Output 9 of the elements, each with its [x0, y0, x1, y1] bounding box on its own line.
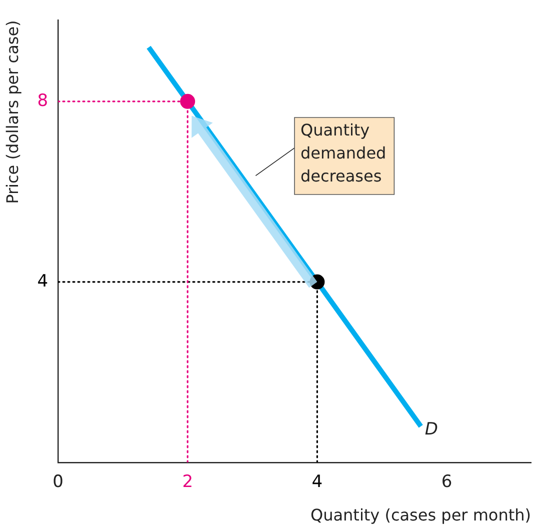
x-tick-label: 4 — [312, 472, 323, 492]
x-tick-label: 0 — [52, 472, 64, 492]
x-axis-title: Quantity (cases per month) — [310, 506, 531, 525]
annotation: Quantity demanded decreases — [300, 120, 386, 186]
y-axis-title: Price (dollars per case) — [2, 20, 22, 204]
series-label: D — [424, 420, 438, 440]
x-tick-label: 6 — [441, 472, 452, 492]
x-tick-label: 2 — [182, 472, 194, 492]
y-tick-label: 8 — [37, 90, 48, 111]
